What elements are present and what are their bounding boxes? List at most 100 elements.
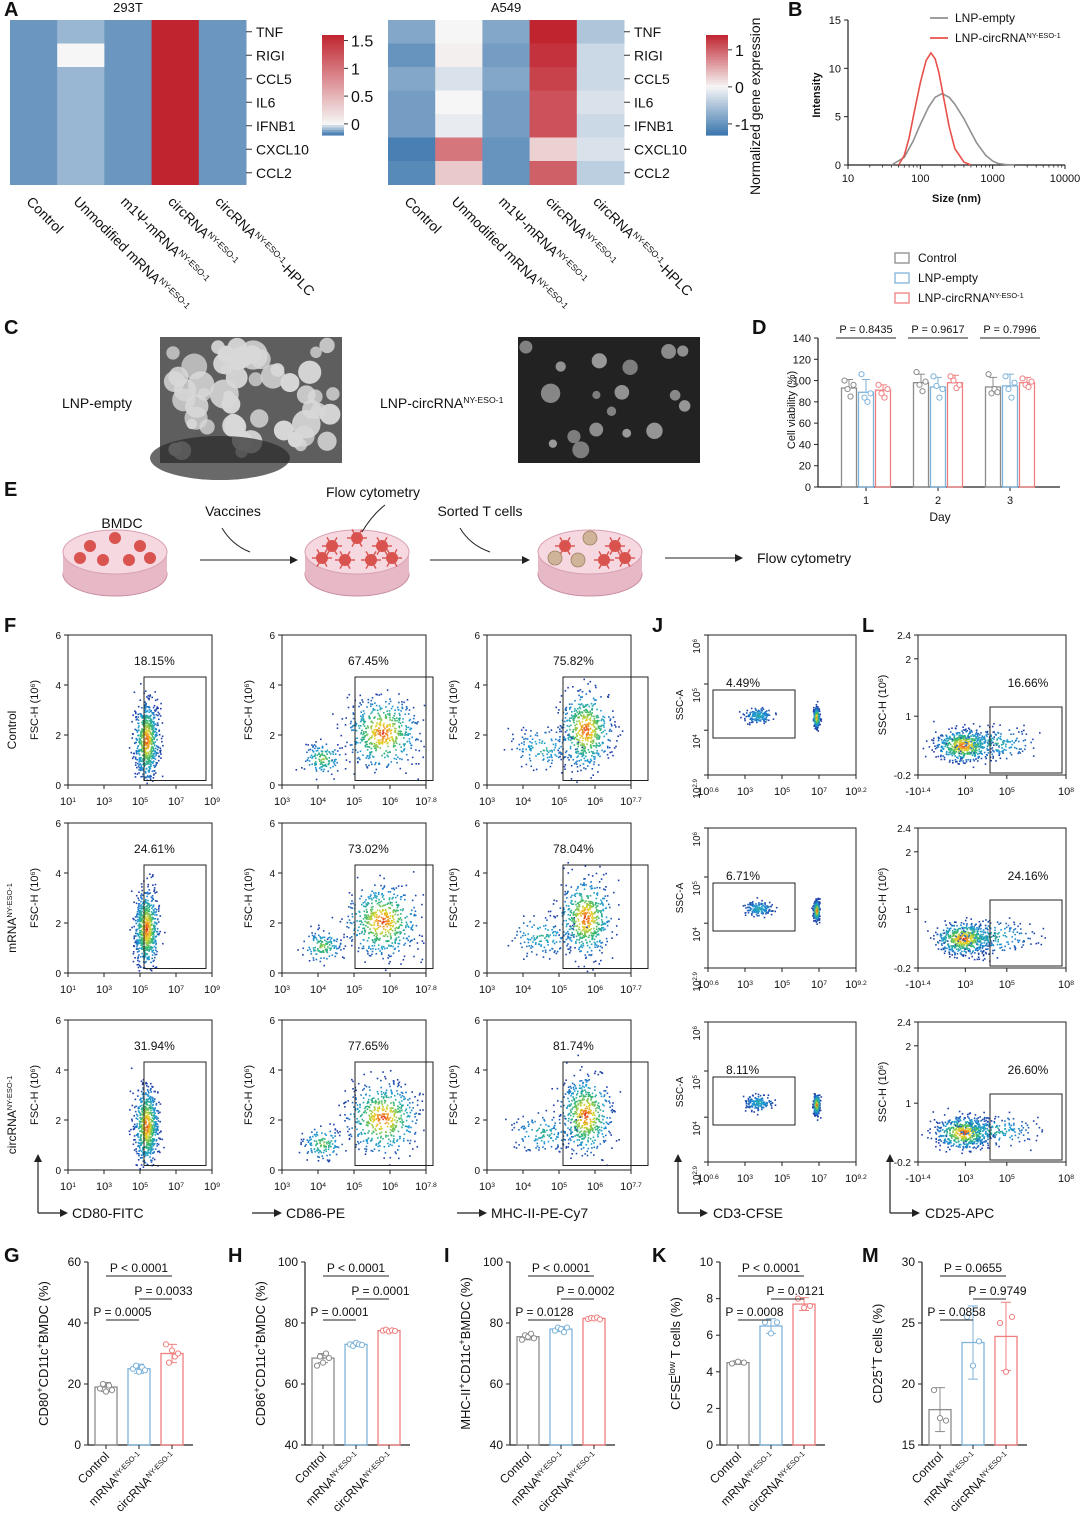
event-dot	[152, 949, 155, 952]
event-dot	[574, 713, 577, 715]
event-dot	[367, 914, 369, 916]
event-dot	[578, 893, 581, 895]
event-dot	[569, 728, 571, 731]
event-dot	[340, 939, 342, 941]
event-dot	[408, 719, 411, 722]
event-dot	[375, 748, 377, 750]
event-dot	[568, 736, 571, 738]
event-dot	[148, 931, 151, 934]
event-dot	[138, 950, 140, 952]
event-dot	[563, 912, 565, 914]
event-dot	[380, 719, 383, 721]
event-dot	[395, 887, 398, 889]
event-dot	[341, 747, 343, 749]
event-dot	[139, 910, 141, 912]
dendrite	[614, 545, 621, 556]
event-dot	[611, 957, 614, 959]
event-dot	[586, 911, 588, 914]
colorbar-segment	[706, 82, 728, 86]
event-dot	[586, 926, 588, 929]
event-dot	[402, 721, 404, 723]
event-dot	[561, 772, 563, 774]
event-dot	[297, 949, 299, 951]
event-dot	[138, 923, 141, 925]
event-dot	[330, 941, 332, 943]
event-dot	[134, 710, 136, 712]
event-dot	[389, 935, 392, 937]
event-dot	[387, 920, 389, 922]
colorbar-segment	[322, 97, 344, 101]
event-dot	[582, 912, 585, 915]
event-dot	[314, 764, 316, 766]
event-dot	[369, 918, 371, 920]
event-dot	[380, 952, 383, 954]
event-dot	[567, 933, 570, 935]
event-dot	[388, 703, 390, 705]
event-dot	[599, 725, 601, 728]
event-dot	[568, 937, 571, 940]
event-dot	[373, 934, 375, 937]
event-dot	[389, 698, 391, 700]
petri-dish	[304, 528, 410, 597]
event-dot	[325, 940, 328, 943]
event-dot	[356, 876, 359, 879]
event-dot	[145, 737, 147, 740]
event-dot	[393, 948, 396, 950]
event-dot	[331, 945, 334, 947]
event-dot	[394, 927, 396, 930]
event-dot	[565, 932, 568, 934]
event-dot	[370, 910, 373, 912]
schematic-label-flow: Flow cytometry	[326, 484, 420, 500]
event-dot	[570, 940, 573, 942]
event-dot	[560, 758, 562, 761]
event-dot	[594, 720, 596, 722]
y-tick-label: 40	[799, 439, 811, 451]
colorbar-tick-label: 1.5	[351, 34, 373, 51]
event-dot	[566, 937, 569, 939]
event-dot	[136, 913, 139, 915]
event-dot	[578, 905, 581, 908]
event-dot	[359, 942, 362, 945]
event-dot	[316, 942, 319, 944]
event-dot	[549, 949, 551, 952]
event-dot	[397, 708, 400, 711]
event-dot	[141, 731, 143, 733]
event-dot	[150, 945, 152, 948]
event-dot	[138, 741, 140, 743]
event-dot	[603, 726, 605, 728]
tem-particle	[326, 387, 340, 401]
tem-particle	[310, 402, 327, 419]
event-dot	[146, 947, 148, 949]
event-dot	[133, 1139, 135, 1141]
event-dot	[150, 938, 153, 940]
event-dot	[141, 775, 144, 778]
event-dot	[352, 717, 355, 720]
heatmap-cell	[482, 43, 531, 68]
event-dot	[599, 887, 601, 889]
event-dot	[551, 928, 553, 931]
event-dot	[380, 916, 383, 919]
event-dot	[150, 969, 153, 972]
event-dot	[402, 908, 404, 910]
petri-dish	[62, 529, 168, 597]
event-dot	[158, 729, 161, 732]
event-dot	[579, 937, 581, 940]
label-main: FSC-H (10	[448, 875, 460, 928]
event-dot	[140, 735, 143, 737]
heatmap-cell	[151, 67, 200, 91]
event-dot	[391, 921, 393, 924]
event-dot	[587, 927, 589, 930]
event-dot	[396, 706, 399, 709]
arrow-head	[735, 554, 743, 562]
event-dot	[145, 716, 147, 718]
event-dot	[388, 714, 391, 717]
colorbar-segment	[706, 52, 728, 56]
event-dot	[148, 950, 150, 952]
event-dot	[369, 756, 371, 759]
event-dot	[398, 926, 400, 928]
event-dot	[420, 740, 422, 742]
event-dot	[146, 919, 149, 922]
event-dot	[568, 703, 571, 705]
event-dot	[334, 749, 336, 751]
event-dot	[540, 750, 542, 753]
